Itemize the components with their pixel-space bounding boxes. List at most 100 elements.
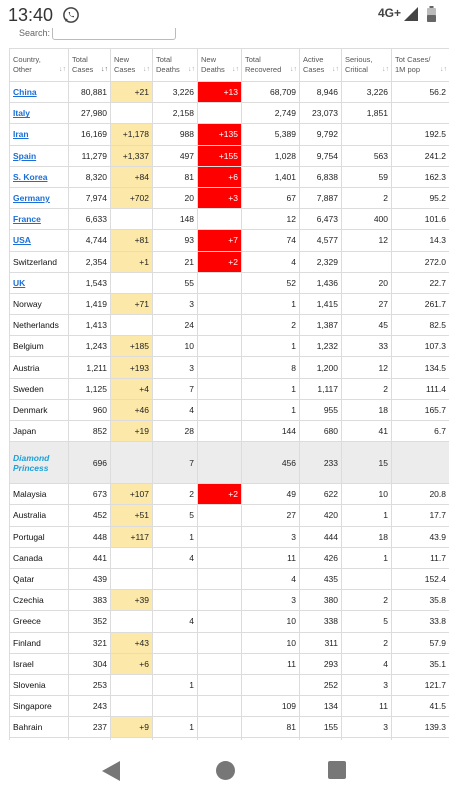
cell-total-recovered: 12 [241,208,300,231]
cell-country: Sweden [9,377,69,400]
cell-new-cases: +46 [110,398,153,422]
cell-serious-critical: 3 [341,673,392,697]
cell-new-cases [110,695,153,718]
cell-total-recovered: 1 [241,398,300,422]
cell-total-recovered: 27 [241,504,300,527]
cell-serious-critical: 5 [341,610,392,633]
cell-total-recovered: 3 [241,589,300,612]
cell-new-deaths [197,441,242,485]
cell-serious-critical: 3,226 [341,80,392,104]
cell-total-cases: 452 [68,504,111,527]
cell-total-deaths [152,695,198,718]
cell-total-cases: 448 [68,525,111,548]
cell-country[interactable]: Spain [9,144,69,167]
cell-total-deaths: 10 [152,335,198,358]
cell-serious-critical: 2 [341,631,392,654]
column-header-tot-cases-1m[interactable]: Tot Cases/ 1M pop ↓↑ [391,48,449,82]
cell-country[interactable]: UK [9,271,69,294]
column-header-active-cases[interactable]: Active Cases ↓↑ [299,48,342,82]
recents-icon[interactable] [328,761,346,779]
cell-country[interactable]: France [9,208,69,231]
cell-serious-critical: 2 [341,589,392,612]
cell-total-cases: 243 [68,695,111,718]
cell-total-deaths: 4 [152,546,198,569]
cell-tot-cases-1m: 111.4 [391,377,449,400]
cell-total-recovered: 5,389 [241,123,300,146]
column-header-serious-critical[interactable]: Serious, Critical ↓↑ [341,48,392,82]
cell-total-cases: 1,243 [68,335,111,358]
cell-tot-cases-1m: 152.4 [391,567,449,591]
cell-tot-cases-1m: 241.2 [391,144,449,167]
cell-country: Portugal [9,525,69,548]
table-row: Israel 304 +6 11 293 4 35.1 [9,652,449,675]
cell-new-deaths: +2 [197,250,242,273]
cell-country: Canada [9,546,69,569]
cell-tot-cases-1m [391,441,449,485]
cell-new-deaths: +155 [197,144,242,167]
column-header-total-cases[interactable]: Total Cases ↓↑ [68,48,111,82]
cell-tot-cases-1m: 20.8 [391,483,449,506]
cell-country[interactable]: S. Korea [9,165,69,188]
cell-country[interactable]: Italy [9,102,69,125]
table-container[interactable]: Country, Other ↓↑ Total Cases ↓↑ New Cases ↓↑… [9,48,449,740]
cell-total-recovered: 2 [241,314,300,337]
cell-total-cases: 439 [68,567,111,591]
cell-country: Slovenia [9,673,69,697]
cell-country[interactable]: Germany [9,186,69,210]
cell-country: Greece [9,610,69,633]
cell-active-cases: 380 [299,589,342,612]
cell-new-cases [110,673,153,697]
cell-tot-cases-1m: 95.2 [391,186,449,210]
cell-country[interactable]: Iran [9,123,69,146]
cell-active-cases: 444 [299,525,342,548]
cell-total-recovered: 11 [241,546,300,569]
cell-serious-critical: 563 [341,144,392,167]
back-icon[interactable] [100,760,122,782]
cell-total-cases: 1,419 [68,292,111,316]
cell-new-deaths [197,335,242,358]
column-header-new-cases[interactable]: New Cases ↓↑ [110,48,153,82]
cell-total-deaths: 988 [152,123,198,146]
column-header-country[interactable]: Country, Other ↓↑ [9,48,69,82]
column-header-total-recovered[interactable]: Total Recovered ↓↑ [241,48,300,82]
cell-country: Finland [9,631,69,654]
cell-tot-cases-1m: 17.7 [391,504,449,527]
cell-serious-critical: 41 [341,419,392,443]
cell-total-deaths [152,631,198,654]
table-header: Country, Other ↓↑ Total Cases ↓↑ New Cases ↓↑… [9,48,449,82]
cell-total-cases: 1,211 [68,356,111,379]
cell-country[interactable]: China [9,80,69,104]
cell-total-deaths: 148 [152,208,198,231]
cell-new-deaths [197,356,242,379]
column-header-new-deaths[interactable]: New Deaths ↓↑ [197,48,242,82]
cell-country[interactable]: USA [9,229,69,252]
cell-new-cases: +19 [110,419,153,443]
column-header-label: Serious, Critical [345,55,373,74]
column-header-total-deaths[interactable]: Total Deaths ↓↑ [152,48,198,82]
cell-total-cases: 441 [68,546,111,569]
cell-country: Switzerland [9,250,69,273]
search-input[interactable] [52,28,176,40]
cell-active-cases: 4,577 [299,229,342,252]
cell-total-recovered: 49 [241,483,300,506]
cell-new-cases: +21 [110,80,153,104]
cell-active-cases: 1,200 [299,356,342,379]
cell-serious-critical: 45 [341,314,392,337]
cell-total-recovered: 3 [241,525,300,548]
cell-total-cases: 4,744 [68,229,111,252]
cell-country: Belgium [9,335,69,358]
cell-total-deaths: 1 [152,673,198,697]
cell-active-cases: 955 [299,398,342,422]
cell-total-deaths: 3 [152,356,198,379]
cell-new-cases [110,208,153,231]
cell-country: Malaysia [9,483,69,506]
cell-new-deaths [197,292,242,316]
cell-active-cases: 2,329 [299,250,342,273]
cell-total-recovered: 4 [241,567,300,591]
cell-new-cases [110,546,153,569]
cell-country: Bahrain [9,716,69,739]
cell-new-cases: +71 [110,292,153,316]
cell-tot-cases-1m: 35.8 [391,589,449,612]
home-icon[interactable] [216,761,235,780]
cell-total-deaths: 5 [152,504,198,527]
